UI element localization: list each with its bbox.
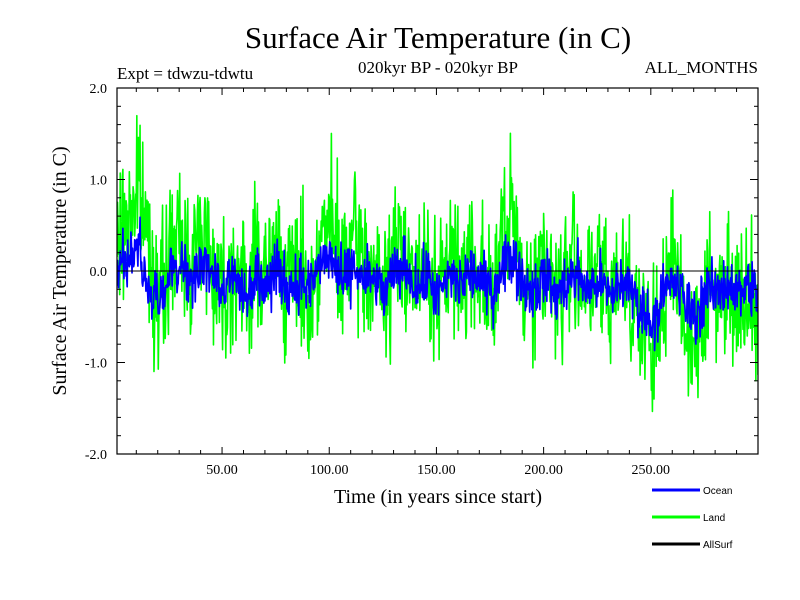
series-line-ocean [117,216,758,352]
y-tick-label: 1.0 [90,174,108,189]
y-axis: -2.0 -1.0 0.0 1.0 2.0 [85,82,758,463]
x-tick-label: 250.00 [632,463,671,478]
y-tick-label: -1.0 [85,357,107,372]
chart-subtitle-right: ALL_MONTHS [645,58,758,77]
legend: Ocean Land AllSurf [652,486,733,551]
legend-label-allsurf: AllSurf [703,540,733,551]
series-layer [117,114,758,413]
y-tick-label: 0.0 [90,265,108,280]
y-axis-label: Surface Air Temperature (in C) [49,146,71,395]
chart-subtitle-left: Expt = tdwzu-tdwtu [117,64,254,83]
legend-label-ocean: Ocean [703,486,732,497]
chart-subtitle-center: 020kyr BP - 020kyr BP [358,58,518,77]
series-line-land [117,114,758,413]
x-axis-label: Time (in years since start) [334,486,542,508]
x-tick-label: 100.00 [310,463,349,478]
x-tick-label: 200.00 [524,463,563,478]
x-tick-label: 150.00 [417,463,456,478]
x-axis: 50.00 100.00 150.00 200.00 250.00 [135,88,738,478]
chart-title: Surface Air Temperature (in C) [245,20,631,55]
legend-label-land: Land [703,513,725,524]
y-tick-label: -2.0 [85,448,107,463]
y-tick-label: 2.0 [90,82,108,97]
x-tick-label: 50.00 [206,463,238,478]
